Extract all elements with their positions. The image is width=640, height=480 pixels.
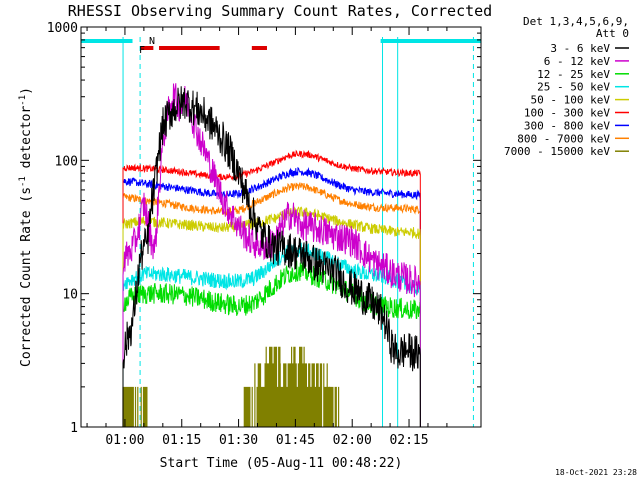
olive-block-9 (328, 386, 340, 427)
series-line-3-6-kev (122, 86, 421, 428)
series-line-25-50-kev (122, 242, 421, 428)
legend-label-0: 3 - 6 keV (550, 42, 610, 55)
olive-block-8 (317, 363, 331, 427)
olive-block-2 (243, 386, 253, 427)
olive-block-path-3 (254, 363, 266, 427)
y-tick-label-1: 10 (62, 288, 78, 303)
series-line-800-7000-kev (122, 182, 421, 428)
olive-block-1 (140, 386, 148, 427)
x-tick-label-0: 01:00 (105, 433, 144, 448)
olive-block-path-1 (140, 386, 148, 427)
legend-label-8: 7000 - 15000 keV (504, 145, 610, 158)
plot-data-layer (81, 37, 481, 428)
olive-block-3 (254, 363, 266, 427)
legend-label-2: 12 - 25 keV (537, 68, 610, 81)
flare-marker-label: F (139, 45, 145, 56)
series-line-300-800-kev (122, 166, 421, 428)
olive-block-path-8 (317, 363, 331, 427)
chart-title: RHESSI Observing Summary Count Rates, Co… (68, 2, 492, 20)
olive-block-6 (291, 346, 310, 427)
y-axis-label-main: Corrected Count Rate (s (19, 187, 34, 367)
olive-block-path-7 (308, 363, 319, 427)
legend-label-4: 50 - 100 keV (531, 94, 611, 107)
legend-label-3: 25 - 50 keV (537, 81, 610, 94)
legend-label-1: 6 - 12 keV (544, 55, 611, 68)
x-tick-label-1: 01:15 (162, 433, 201, 448)
olive-block-path-4 (264, 346, 281, 427)
series-line-50-100-kev (122, 206, 421, 428)
x-axis-ticks: 01:00 01:15 01:30 01:45 02:00 02:15 (86, 27, 448, 448)
olive-block-4 (264, 346, 281, 427)
y-axis-label: Corrected Count Rate (s-1 detector-1) (18, 87, 34, 367)
y-axis-label-sup1: -1 (18, 176, 28, 187)
x-tick-label-2: 01:30 (219, 433, 258, 448)
y-tick-label-3: 1000 (47, 21, 78, 36)
x-tick-label-3: 01:45 (276, 433, 315, 448)
series-line-6-12-kev (122, 83, 421, 428)
series-line-100-300-kev (122, 149, 421, 428)
footer-date: 18-Oct-2021 23:28 (555, 468, 637, 477)
olive-block-path-6 (291, 346, 310, 427)
legend-label-6: 300 - 800 keV (524, 119, 610, 132)
legend-header-line-1: Det 1,3,4,5,6,9, (523, 15, 629, 28)
legend-header-line-2: Att 0 (596, 27, 629, 40)
y-axis-label-end: ) (19, 87, 34, 95)
x-tick-label-5: 02:15 (389, 433, 428, 448)
olive-block-7 (308, 363, 319, 427)
olive-block-path-5 (279, 363, 293, 427)
y-axis-label-sup2: -1 (18, 95, 28, 106)
plot-frame (80, 26, 482, 428)
x-tick-label-4: 02:00 (333, 433, 372, 448)
olive-block-path-9 (328, 386, 340, 427)
y-axis-label-mid: detector (19, 106, 34, 177)
y-tick-label-0: 1 (70, 421, 78, 436)
x-axis-label: Start Time (05-Aug-11 00:48:22) (160, 456, 403, 471)
legend-label-7: 800 - 7000 keV (517, 132, 610, 145)
y-tick-label-2: 100 (55, 154, 78, 169)
olive-block-path-2 (243, 386, 253, 427)
olive-block-5 (279, 363, 293, 427)
y-axis-ticks: 1 10 100 1000 (47, 21, 481, 436)
legend-label-5: 100 - 300 keV (524, 107, 610, 120)
night-marker-label: N (149, 36, 155, 47)
